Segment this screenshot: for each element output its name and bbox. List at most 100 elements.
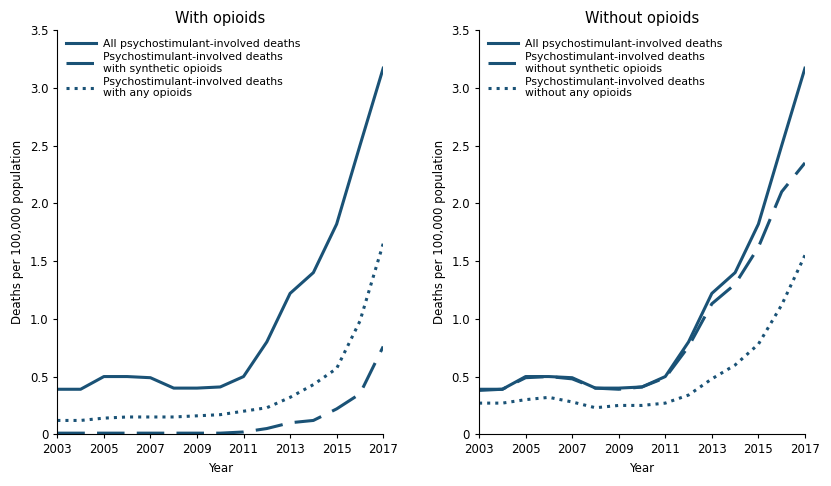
All psychostimulant-involved deaths <box>521 374 531 380</box>
Psychostimulant-involved deaths
with synthetic opioids <box>215 430 225 436</box>
X-axis label: Year: Year <box>629 462 655 475</box>
Psychostimulant-involved deaths
with synthetic opioids <box>378 344 388 349</box>
Psychostimulant-involved deaths
with any opioids <box>122 414 132 420</box>
Psychostimulant-involved deaths
with any opioids <box>192 413 202 419</box>
Psychostimulant-involved deaths
with synthetic opioids <box>238 429 248 435</box>
Psychostimulant-involved deaths
with synthetic opioids <box>262 426 272 432</box>
Psychostimulant-involved deaths
with any opioids <box>215 412 225 417</box>
Psychostimulant-involved deaths
with synthetic opioids <box>76 430 86 436</box>
All psychostimulant-involved deaths <box>262 339 272 345</box>
Legend: All psychostimulant-involved deaths, Psychostimulant-involved deaths
without syn: All psychostimulant-involved deaths, Psy… <box>484 35 725 102</box>
Psychostimulant-involved deaths
with any opioids <box>238 408 248 414</box>
Psychostimulant-involved deaths
with synthetic opioids <box>332 406 342 412</box>
All psychostimulant-involved deaths <box>800 65 810 71</box>
All psychostimulant-involved deaths <box>777 142 787 148</box>
Psychostimulant-involved deaths
without synthetic opioids <box>777 189 787 195</box>
Psychostimulant-involved deaths
without synthetic opioids <box>800 160 810 166</box>
All psychostimulant-involved deaths <box>754 221 764 227</box>
All psychostimulant-involved deaths <box>192 385 202 391</box>
Psychostimulant-involved deaths
without any opioids <box>684 392 694 398</box>
Psychostimulant-involved deaths
with any opioids <box>99 415 109 421</box>
All psychostimulant-involved deaths <box>730 270 740 276</box>
All psychostimulant-involved deaths <box>285 291 295 296</box>
All psychostimulant-involved deaths <box>684 339 694 345</box>
Psychostimulant-involved deaths
with any opioids <box>76 417 86 423</box>
Line: Psychostimulant-involved deaths
without any opioids: Psychostimulant-involved deaths without … <box>479 255 805 408</box>
All psychostimulant-involved deaths <box>544 374 554 380</box>
Psychostimulant-involved deaths
without any opioids <box>754 341 764 347</box>
All psychostimulant-involved deaths <box>707 291 717 296</box>
All psychostimulant-involved deaths <box>308 270 318 276</box>
Psychostimulant-involved deaths
with any opioids <box>52 417 62 423</box>
Psychostimulant-involved deaths
without any opioids <box>498 400 508 406</box>
All psychostimulant-involved deaths <box>145 375 155 381</box>
Psychostimulant-involved deaths
without any opioids <box>591 405 601 411</box>
All psychostimulant-involved deaths <box>591 385 601 391</box>
All psychostimulant-involved deaths <box>378 65 388 71</box>
Psychostimulant-involved deaths
without synthetic opioids <box>730 281 740 287</box>
Psychostimulant-involved deaths
without synthetic opioids <box>684 344 694 349</box>
Title: With opioids: With opioids <box>175 11 265 26</box>
Psychostimulant-involved deaths
with any opioids <box>285 395 295 400</box>
Line: Psychostimulant-involved deaths
with synthetic opioids: Psychostimulant-involved deaths with syn… <box>57 347 383 433</box>
All psychostimulant-involved deaths <box>122 374 132 380</box>
All psychostimulant-involved deaths <box>355 142 365 148</box>
Psychostimulant-involved deaths
without any opioids <box>637 402 647 408</box>
Psychostimulant-involved deaths
with any opioids <box>169 414 179 420</box>
All psychostimulant-involved deaths <box>238 374 248 380</box>
Line: All psychostimulant-involved deaths: All psychostimulant-involved deaths <box>479 68 805 389</box>
All psychostimulant-involved deaths <box>568 375 578 381</box>
Line: Psychostimulant-involved deaths
with any opioids: Psychostimulant-involved deaths with any… <box>57 244 383 420</box>
Psychostimulant-involved deaths
with synthetic opioids <box>285 420 295 426</box>
Psychostimulant-involved deaths
without synthetic opioids <box>707 301 717 307</box>
Psychostimulant-involved deaths
with synthetic opioids <box>355 391 365 397</box>
All psychostimulant-involved deaths <box>661 374 671 380</box>
Y-axis label: Deaths per 100,000 population: Deaths per 100,000 population <box>11 140 24 324</box>
Y-axis label: Deaths per 100,000 population: Deaths per 100,000 population <box>433 140 446 324</box>
Psychostimulant-involved deaths
without synthetic opioids <box>754 244 764 250</box>
X-axis label: Year: Year <box>208 462 233 475</box>
Psychostimulant-involved deaths
with any opioids <box>145 414 155 420</box>
All psychostimulant-involved deaths <box>498 386 508 392</box>
Psychostimulant-involved deaths
with any opioids <box>378 241 388 247</box>
Psychostimulant-involved deaths
with synthetic opioids <box>308 417 318 423</box>
Psychostimulant-involved deaths
with any opioids <box>355 318 365 324</box>
Psychostimulant-involved deaths
with any opioids <box>262 405 272 411</box>
Psychostimulant-involved deaths
without any opioids <box>521 397 531 402</box>
Psychostimulant-involved deaths
without any opioids <box>707 376 717 382</box>
All psychostimulant-involved deaths <box>169 385 179 391</box>
Psychostimulant-involved deaths
without synthetic opioids <box>544 374 554 380</box>
Psychostimulant-involved deaths
with synthetic opioids <box>122 430 132 436</box>
Psychostimulant-involved deaths
without any opioids <box>568 399 578 405</box>
Psychostimulant-involved deaths
with any opioids <box>332 365 342 371</box>
Legend: All psychostimulant-involved deaths, Psychostimulant-involved deaths
with synthe: All psychostimulant-involved deaths, Psy… <box>62 35 303 102</box>
Psychostimulant-involved deaths
without any opioids <box>800 252 810 258</box>
All psychostimulant-involved deaths <box>215 384 225 390</box>
Psychostimulant-involved deaths
without any opioids <box>544 395 554 400</box>
Psychostimulant-involved deaths
with synthetic opioids <box>169 430 179 436</box>
Psychostimulant-involved deaths
without any opioids <box>614 402 624 408</box>
All psychostimulant-involved deaths <box>637 384 647 390</box>
Psychostimulant-involved deaths
without any opioids <box>730 362 740 368</box>
Psychostimulant-involved deaths
with synthetic opioids <box>52 430 62 436</box>
All psychostimulant-involved deaths <box>52 386 62 392</box>
Psychostimulant-involved deaths
without synthetic opioids <box>498 386 508 392</box>
Psychostimulant-involved deaths
without any opioids <box>777 302 787 308</box>
All psychostimulant-involved deaths <box>99 374 109 380</box>
Psychostimulant-involved deaths
with synthetic opioids <box>99 430 109 436</box>
Psychostimulant-involved deaths
without synthetic opioids <box>521 375 531 381</box>
Psychostimulant-involved deaths
without synthetic opioids <box>637 384 647 390</box>
Psychostimulant-involved deaths
without any opioids <box>474 400 484 406</box>
All psychostimulant-involved deaths <box>332 221 342 227</box>
Psychostimulant-involved deaths
without synthetic opioids <box>568 376 578 382</box>
Line: All psychostimulant-involved deaths: All psychostimulant-involved deaths <box>57 68 383 389</box>
Line: Psychostimulant-involved deaths
without synthetic opioids: Psychostimulant-involved deaths without … <box>479 163 805 390</box>
Psychostimulant-involved deaths
with any opioids <box>308 382 318 387</box>
All psychostimulant-involved deaths <box>76 386 86 392</box>
Psychostimulant-involved deaths
without synthetic opioids <box>591 385 601 391</box>
Title: Without opioids: Without opioids <box>585 11 699 26</box>
Psychostimulant-involved deaths
without synthetic opioids <box>474 387 484 393</box>
Psychostimulant-involved deaths
without any opioids <box>661 400 671 406</box>
All psychostimulant-involved deaths <box>614 385 624 391</box>
Psychostimulant-involved deaths
with synthetic opioids <box>145 430 155 436</box>
